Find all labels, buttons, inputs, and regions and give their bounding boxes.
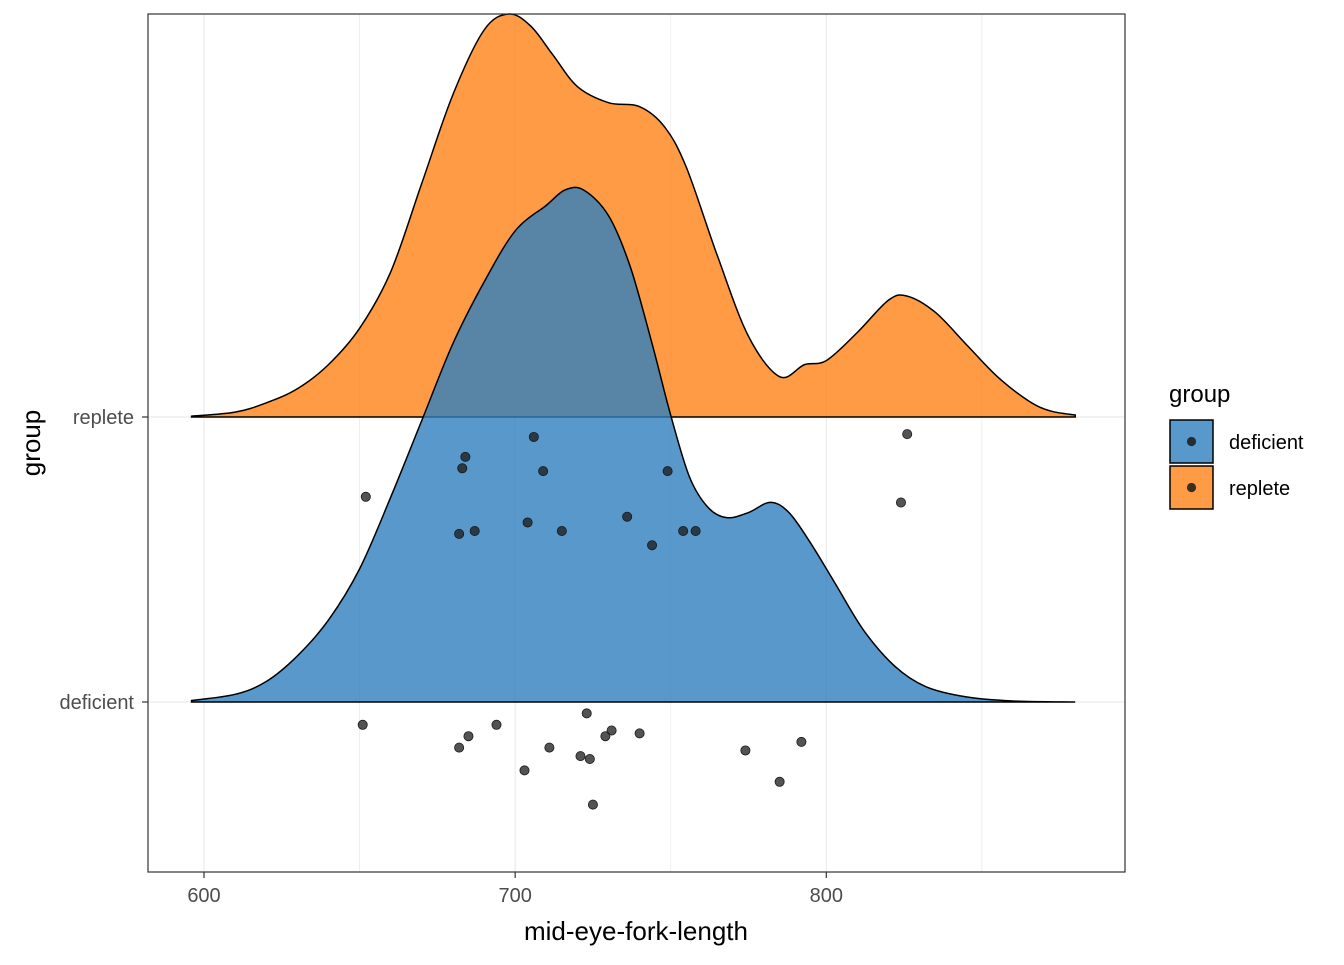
legend-key-point-replete xyxy=(1186,482,1197,493)
point-deficient xyxy=(796,736,807,747)
point-replete xyxy=(360,491,371,502)
point-deficient xyxy=(774,776,785,787)
point-replete xyxy=(460,451,471,462)
point-replete xyxy=(622,511,633,522)
point-deficient xyxy=(575,751,586,762)
y-tick-label-replete: replete xyxy=(73,407,134,429)
point-replete xyxy=(528,431,539,442)
legend-key-point-deficient xyxy=(1186,436,1197,447)
point-deficient xyxy=(357,719,368,730)
point-deficient xyxy=(463,731,474,742)
axis-layer: 600 700 800 deficient replete xyxy=(60,407,843,907)
point-deficient xyxy=(740,745,751,756)
point-deficient xyxy=(544,742,555,753)
point-replete xyxy=(902,429,913,440)
point-replete xyxy=(662,466,673,477)
point-deficient xyxy=(491,719,502,730)
x-axis-title: mid-eye-fork-length xyxy=(524,916,748,946)
point-deficient xyxy=(519,765,530,776)
point-replete xyxy=(522,517,533,528)
data-layer xyxy=(190,13,1076,810)
point-replete xyxy=(556,526,567,537)
density-deficient xyxy=(190,186,1076,703)
point-deficient xyxy=(587,799,598,810)
legend-label-replete: replete xyxy=(1229,478,1290,500)
point-replete xyxy=(895,497,906,508)
point-replete xyxy=(678,526,689,537)
y-axis-title: group xyxy=(16,410,46,477)
point-replete xyxy=(647,540,658,551)
point-deficient xyxy=(454,742,465,753)
point-replete xyxy=(454,528,465,539)
y-tick-label-deficient: deficient xyxy=(60,692,135,714)
point-deficient xyxy=(634,728,645,739)
legend-items: deficient replete xyxy=(1169,419,1304,510)
point-deficient xyxy=(584,754,595,765)
legend-entry-replete: replete xyxy=(1169,465,1290,510)
density-replete xyxy=(190,13,1076,418)
point-replete xyxy=(457,463,468,474)
legend-label-deficient: deficient xyxy=(1229,432,1304,454)
point-replete xyxy=(469,526,480,537)
point-replete xyxy=(690,526,701,537)
legend-title: group xyxy=(1169,381,1230,408)
point-deficient xyxy=(600,731,611,742)
point-deficient xyxy=(606,725,617,736)
legend-entry-deficient: deficient xyxy=(1169,419,1304,464)
x-tick-label: 800 xyxy=(810,885,843,907)
panel-border xyxy=(147,13,1126,873)
point-replete xyxy=(538,466,549,477)
point-deficient xyxy=(581,708,592,719)
x-tick-label: 600 xyxy=(187,885,220,907)
legend: group deficient replete xyxy=(1169,381,1304,510)
x-tick-label: 700 xyxy=(498,885,531,907)
